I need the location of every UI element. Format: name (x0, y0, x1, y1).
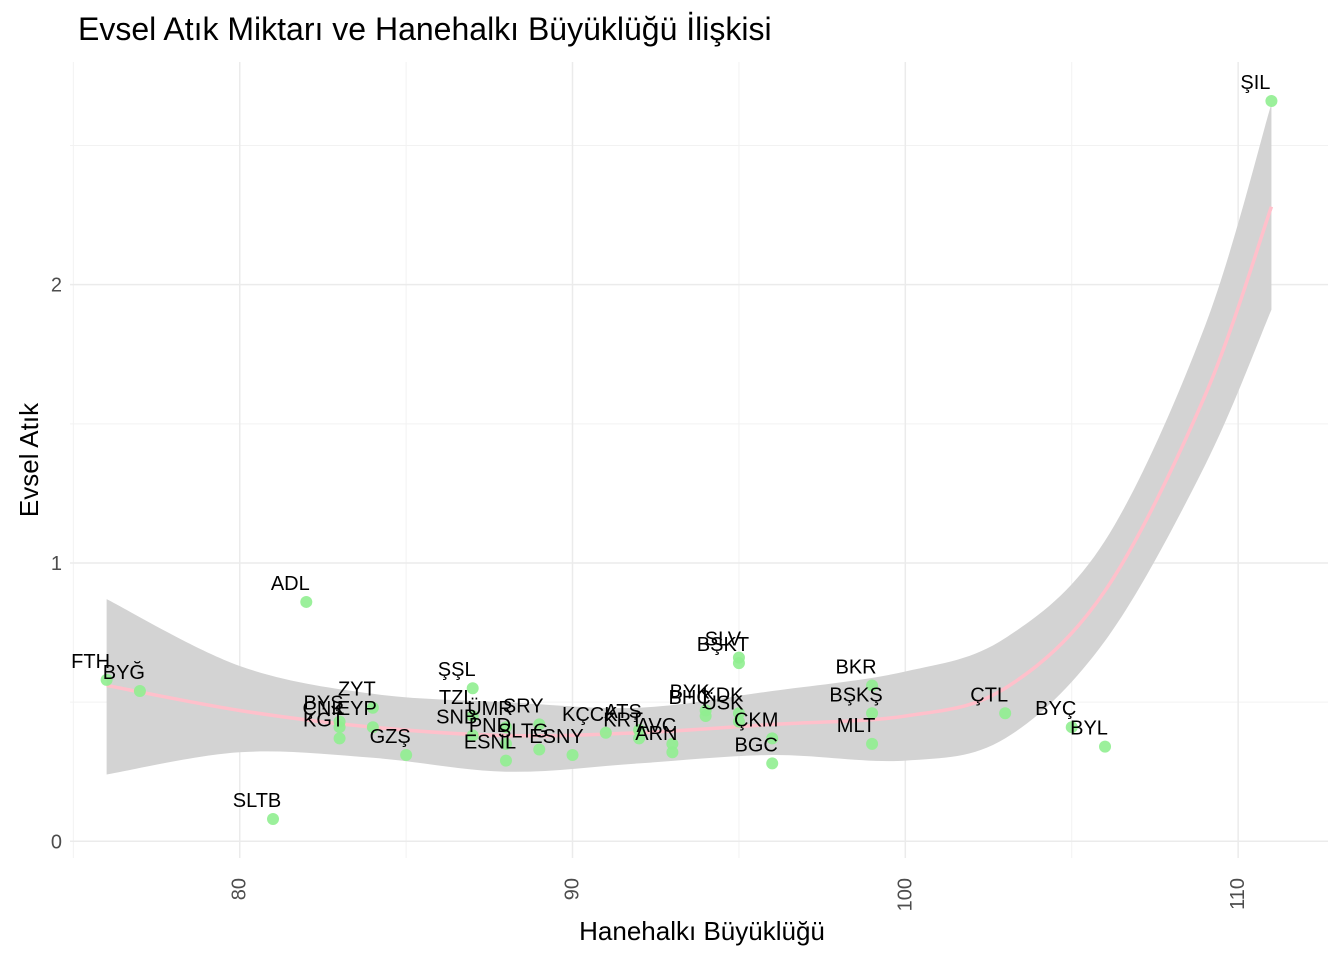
data-point (732, 715, 745, 728)
data-point (732, 707, 745, 720)
data-point (400, 749, 413, 762)
point-label: SLV (705, 629, 742, 651)
x-tick-label: 80 (229, 878, 251, 900)
y-tick-label: 2 (51, 275, 62, 297)
data-point (133, 685, 146, 698)
data-point (633, 732, 646, 745)
data-point (466, 682, 479, 695)
chart-title: Evsel Atık Miktarı ve Hanehalkı Büyüklüğ… (78, 11, 772, 47)
point-label: KÇCK (562, 704, 618, 726)
data-point (533, 718, 546, 731)
data-point (300, 595, 313, 608)
point-label: BYK (670, 681, 711, 703)
data-point (1265, 94, 1278, 107)
data-point (267, 813, 280, 826)
data-point (1065, 721, 1078, 734)
point-label: ZYT (338, 679, 376, 701)
point-label: BYŞ (304, 693, 344, 715)
point-label: ARN (635, 723, 677, 745)
x-tick-label: 90 (562, 878, 584, 900)
point-label: BYL (1070, 718, 1108, 740)
y-tick-label: 1 (51, 553, 62, 575)
point-label: ÜMR (467, 698, 513, 720)
data-point (333, 721, 346, 734)
data-point (533, 743, 546, 756)
x-axis-title: Hanehalkı Büyüklüğü (579, 916, 825, 946)
point-label: ŞIL (1240, 72, 1270, 94)
y-tick-labels: 0 1 2 (51, 275, 62, 854)
y-tick-label: 0 (51, 831, 62, 853)
point-label: ATŞ (604, 701, 641, 723)
smooth-line (106, 206, 1274, 738)
point-label: MLT (837, 715, 876, 737)
point-label: ÜSK (702, 693, 744, 715)
point-label: ESNY (529, 726, 583, 748)
point-label: BYĞ (103, 661, 145, 684)
data-point (366, 721, 379, 734)
data-point (333, 732, 346, 745)
point-label: BGC (735, 734, 778, 756)
data-point (699, 710, 712, 723)
data-point (866, 737, 879, 750)
point-label: KDK (702, 684, 744, 706)
data-point (100, 673, 113, 686)
point-label: SRY (503, 695, 544, 717)
x-tick-labels: 80 90 100 110 (229, 878, 1249, 911)
x-tick-label: 100 (894, 878, 916, 911)
point-label: ÇNK (302, 698, 345, 720)
data-point (732, 657, 745, 670)
point-label: SLTB (233, 790, 282, 812)
point-label: BHÇ (669, 687, 711, 709)
point-label: BYÇ (1035, 698, 1076, 720)
point-label: ESNL (464, 732, 516, 754)
point-label: SLTG (498, 720, 549, 742)
confidence-band-group (106, 103, 1272, 775)
data-point (866, 679, 879, 692)
point-label: BŞKT (697, 634, 749, 656)
data-point (766, 732, 779, 745)
data-point (466, 710, 479, 723)
data-point (499, 737, 512, 750)
data-point (1099, 740, 1112, 753)
data-point (566, 749, 579, 762)
data-points-group (100, 94, 1278, 826)
data-point (666, 737, 679, 750)
point-label: ÇTL (970, 684, 1008, 706)
point-label: BKR (835, 656, 876, 678)
data-point (499, 721, 512, 734)
point-label: ADL (271, 573, 310, 595)
point-label: AVC (637, 715, 677, 737)
y-axis-title: Evsel Atık (14, 402, 44, 517)
point-label: TZL (439, 687, 475, 709)
data-point (666, 746, 679, 759)
data-point (499, 754, 512, 767)
point-label: KGT (303, 709, 344, 731)
point-label: BŞKŞ (829, 684, 882, 706)
point-label: EYP (337, 698, 377, 720)
confidence-band (106, 103, 1272, 775)
x-tick-label: 110 (1227, 878, 1249, 910)
point-label: FTH (71, 651, 110, 673)
point-label: PND (469, 715, 511, 737)
point-label: KRT (603, 709, 643, 731)
point-label: ŞŞL (438, 659, 476, 681)
data-point (366, 701, 379, 714)
data-point (466, 729, 479, 742)
smooth-line-group (106, 206, 1274, 738)
point-label: ÇKM (734, 709, 778, 731)
data-point (599, 726, 612, 739)
data-point (999, 707, 1012, 720)
point-label: GZŞ (370, 726, 411, 748)
data-point (633, 723, 646, 736)
data-point (766, 757, 779, 770)
point-label: SNB (436, 707, 477, 729)
data-point (866, 707, 879, 720)
